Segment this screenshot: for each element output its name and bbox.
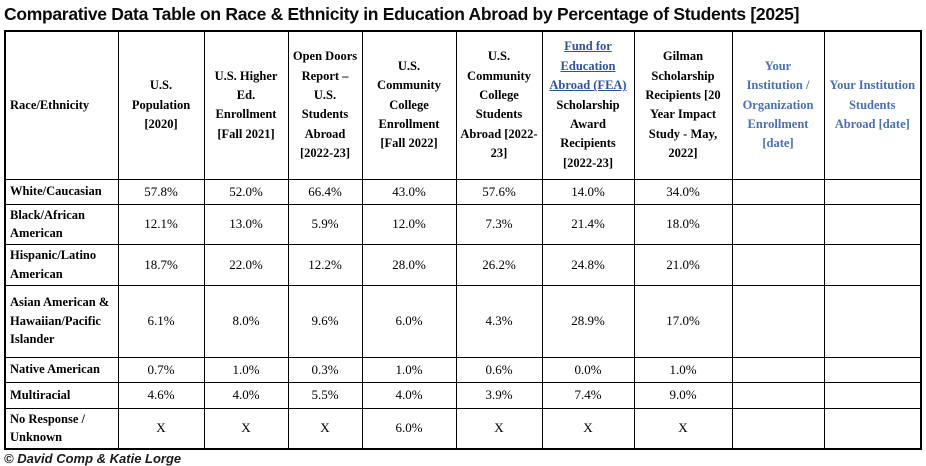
data-cell: 0.3% [287,356,363,383]
data-cell: 3.9% [455,381,543,409]
column-header-community-college-enrollment: U.S. Community College Enrollment [Fall … [361,30,457,180]
header-row: Race/Ethnicity U.S. Population [2020] U.… [4,30,922,180]
data-cell: X [287,407,363,450]
data-cell: 18.7% [117,244,205,286]
fea-link[interactable]: Fund for Education Abroad (FEA) [549,39,627,93]
row-label: Asian American & Hawaiian/Pacific Island… [4,284,119,358]
data-cell [731,244,825,286]
data-cell: 13.0% [203,203,289,245]
data-cell [731,407,825,450]
data-cell: X [541,407,635,450]
data-cell: 26.2% [455,244,543,286]
data-cell [731,284,825,358]
table-row: Native American 0.7% 1.0% 0.3% 1.0% 0.6% 0.0% 1… [4,356,922,383]
data-cell: X [117,407,205,450]
data-cell: 1.0% [203,356,289,383]
data-cell: 28.0% [361,244,457,286]
fea-header-text: Scholarship Award Recipients [2022-23] [556,97,620,170]
data-cell: 1.0% [633,356,733,383]
data-cell [823,407,922,450]
data-cell: 17.0% [633,284,733,358]
row-label: Native American [4,356,119,383]
column-header-us-population: U.S. Population [2020] [117,30,205,180]
data-cell: 4.6% [117,381,205,409]
data-cell [731,381,825,409]
data-cell: 5.5% [287,381,363,409]
table-row: White/Caucasian 57.8% 52.0% 66.4% 43.0% 57.6%… [4,178,922,205]
data-cell: 6.0% [361,284,457,358]
row-label: No Response / Unknown [4,407,119,450]
table-row: No Response / Unknown X X X 6.0% X X X [4,407,922,450]
data-cell: 0.6% [455,356,543,383]
table-row: Black/African American 12.1% 13.0% 5.9% 12.0… [4,203,922,245]
table-body: White/Caucasian 57.8% 52.0% 66.4% 43.0% 57.6%… [4,178,922,450]
data-cell: 6.1% [117,284,205,358]
data-cell: 8.0% [203,284,289,358]
data-cell: 24.8% [541,244,635,286]
data-cell: 34.0% [633,178,733,205]
data-cell [823,203,922,245]
column-header-your-institution-abroad: Your Institution Students Abroad [date] [823,30,922,180]
data-cell [823,178,922,205]
data-cell: 22.0% [203,244,289,286]
column-header-gilman-scholarship: Gilman Scholarship Recipients [20 Year I… [633,30,733,180]
data-cell: X [455,407,543,450]
data-cell [823,284,922,358]
table-row: Multiracial 4.6% 4.0% 5.5% 4.0% 3.9% 7.4% 9.0% [4,381,922,409]
data-cell: 4.0% [203,381,289,409]
column-header-us-higher-ed-enrollment: U.S. Higher Ed. Enrollment [Fall 2021] [203,30,289,180]
data-cell: 5.9% [287,203,363,245]
data-cell: 4.0% [361,381,457,409]
data-cell [731,203,825,245]
data-cell: X [203,407,289,450]
column-header-your-institution-enrollment: Your Institution / Organization Enrollme… [731,30,825,180]
data-cell: 57.8% [117,178,205,205]
table-row: Asian American & Hawaiian/Pacific Island… [4,284,922,358]
page-title: Comparative Data Table on Race & Ethnici… [4,4,800,24]
data-cell: 7.4% [541,381,635,409]
data-cell [823,244,922,286]
data-cell: 57.6% [455,178,543,205]
copyright-notice: © David Comp & Katie Lorge [4,451,182,466]
data-cell: 21.4% [541,203,635,245]
data-cell: 6.0% [361,407,457,450]
data-cell: 12.2% [287,244,363,286]
data-cell [823,356,922,383]
row-label: White/Caucasian [4,178,119,205]
data-cell: 18.0% [633,203,733,245]
table-row: Hispanic/Latino American 18.7% 22.0% 12.2% 2… [4,244,922,286]
column-header-race-ethnicity: Race/Ethnicity [4,30,119,180]
row-label: Black/African American [4,203,119,245]
data-cell: 14.0% [541,178,635,205]
data-cell [823,381,922,409]
data-cell: 28.9% [541,284,635,358]
data-cell: 12.0% [361,203,457,245]
data-cell [731,356,825,383]
data-cell: 1.0% [361,356,457,383]
column-header-fea-scholarship: Fund for Education Abroad (FEA) Scholars… [541,30,635,180]
data-cell [731,178,825,205]
comparative-data-table: Race/Ethnicity U.S. Population [2020] U.… [4,30,922,450]
data-cell: 7.3% [455,203,543,245]
data-cell: 9.6% [287,284,363,358]
data-cell: 52.0% [203,178,289,205]
data-cell: 43.0% [361,178,457,205]
data-cell: 21.0% [633,244,733,286]
data-cell: 9.0% [633,381,733,409]
data-cell: X [633,407,733,450]
data-cell: 12.1% [117,203,205,245]
row-label: Hispanic/Latino American [4,244,119,286]
data-cell: 4.3% [455,284,543,358]
data-cell: 0.0% [541,356,635,383]
column-header-community-college-abroad: U.S. Community College Students Abroad [… [455,30,543,180]
column-header-open-doors-report: Open Doors Report – U.S. Students Abroad… [287,30,363,180]
data-cell: 66.4% [287,178,363,205]
row-label: Multiracial [4,381,119,409]
data-cell: 0.7% [117,356,205,383]
